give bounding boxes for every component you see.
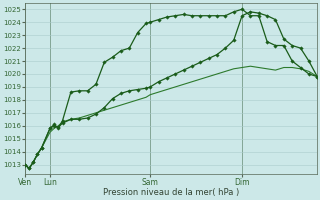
X-axis label: Pression niveau de la mer( hPa ): Pression niveau de la mer( hPa ): [103, 188, 239, 197]
